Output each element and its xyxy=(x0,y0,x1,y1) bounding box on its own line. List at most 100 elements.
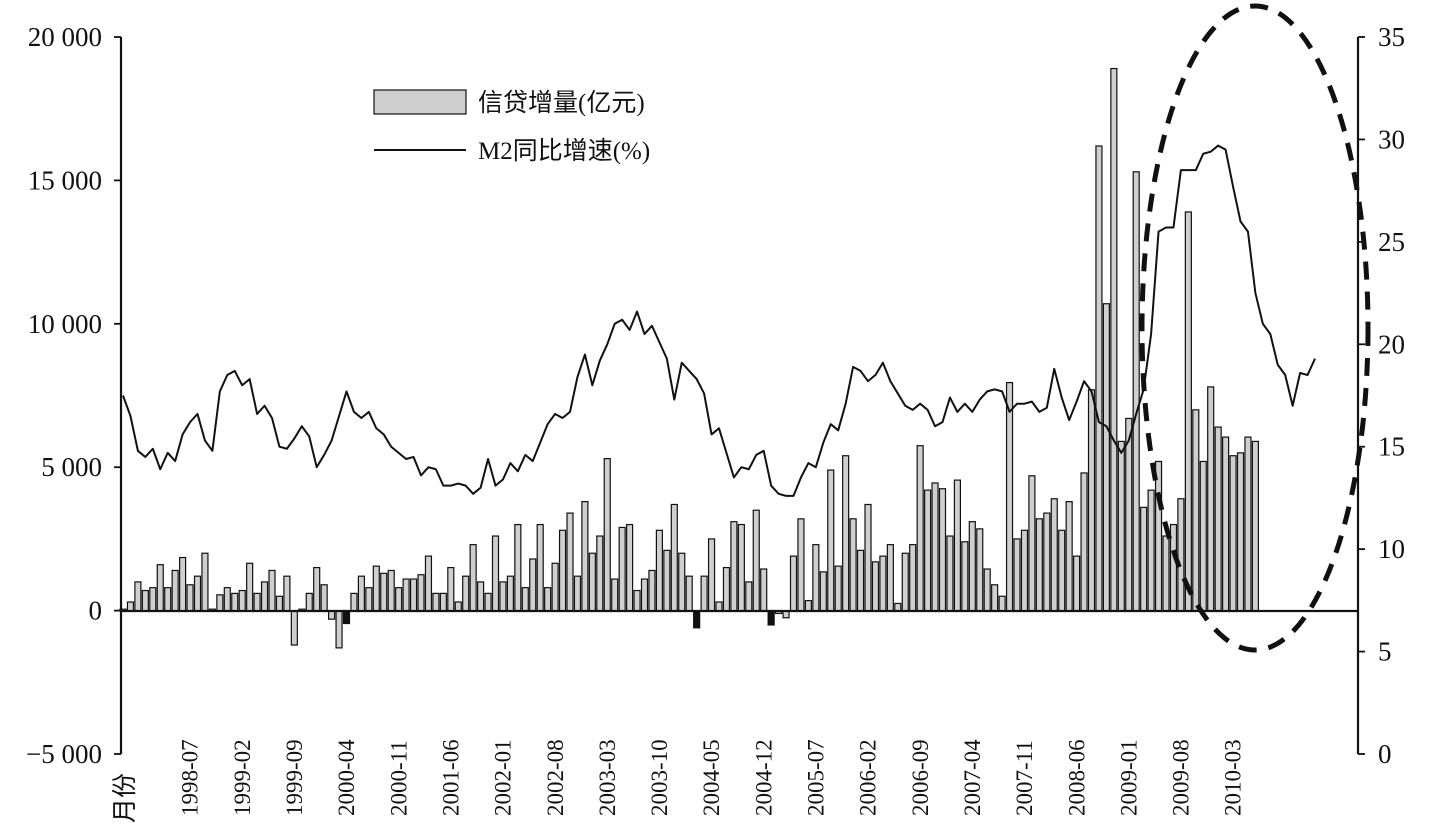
credit-bar xyxy=(588,552,596,612)
x-tick-group: 2000-11 xyxy=(386,740,411,816)
credit-bar xyxy=(968,521,976,612)
credit-bar xyxy=(290,609,298,646)
right-tick-label: 30 xyxy=(1378,124,1405,154)
credit-bar xyxy=(491,535,500,612)
left-y-ticks: 20 000 15 000 10 000 5 000 0 −5 000 xyxy=(26,22,121,769)
credit-bar xyxy=(1095,145,1103,612)
credit-bar xyxy=(804,599,813,612)
credit-bar xyxy=(439,592,447,612)
credit-bar xyxy=(1065,501,1073,612)
right-tick-label: 20 xyxy=(1378,329,1405,359)
credit-bar xyxy=(484,592,492,612)
x-tick-group: 2002-08 xyxy=(543,739,568,816)
credit-bar xyxy=(842,455,850,612)
credit-bar xyxy=(275,595,284,612)
credit-bar xyxy=(164,587,172,612)
credit-bar xyxy=(1140,506,1148,612)
credit-bar xyxy=(640,578,649,612)
x-axis-title: 月份 xyxy=(111,773,139,823)
x-tick-label: 2009-08 xyxy=(1169,739,1194,816)
credit-bar xyxy=(603,458,611,612)
right-y-ticks: 35 30 25 20 15 10 5 0 xyxy=(1358,22,1405,769)
credit-bar xyxy=(1177,498,1185,612)
x-tick-label: 2008-06 xyxy=(1064,739,1089,816)
credit-bar xyxy=(946,535,954,612)
credit-bar xyxy=(1184,211,1192,612)
credit-bar xyxy=(849,518,857,612)
x-tick-group: 1999-02 xyxy=(230,739,255,816)
x-tick-group: 2008-06 xyxy=(1064,739,1089,816)
credit-bar xyxy=(916,445,924,612)
x-tick-label: 2000-04 xyxy=(334,739,359,816)
credit-bar xyxy=(342,609,351,625)
left-tick-label: 10 000 xyxy=(28,309,102,339)
credit-bar xyxy=(514,523,522,612)
credit-bar xyxy=(1251,440,1260,612)
x-tick-group: 1999-09 xyxy=(282,739,307,816)
credit-bar xyxy=(625,523,634,612)
credit-bar xyxy=(402,578,410,612)
credit-bar xyxy=(126,601,135,612)
credit-bar xyxy=(268,569,276,612)
credit-bar xyxy=(506,575,514,612)
credit-bar xyxy=(1102,303,1111,612)
left-tick-label: 15 000 xyxy=(28,165,102,195)
credit-bar xyxy=(1192,409,1200,612)
left-tick-label: 0 xyxy=(89,596,103,626)
credit-bar xyxy=(1080,472,1088,612)
credit-bar xyxy=(469,544,477,612)
x-tick-group: 2006-02 xyxy=(856,739,881,816)
credit-bar xyxy=(1035,518,1043,612)
credit-bar xyxy=(894,602,902,612)
x-tick-label: 2002-08 xyxy=(543,739,568,816)
x-tick-group: 2006-09 xyxy=(908,739,933,816)
x-tick-group: 2007-04 xyxy=(960,739,985,816)
credit-bar xyxy=(722,566,731,612)
credit-bar xyxy=(856,549,865,612)
x-tick-label: 2002-01 xyxy=(491,739,516,816)
credit-bar xyxy=(633,589,641,612)
right-tick-label: 15 xyxy=(1378,432,1405,462)
x-tick-group: 2001-06 xyxy=(438,739,463,816)
right-tick-label: 10 xyxy=(1378,534,1405,564)
x-tick-group: 2002-01 xyxy=(491,739,516,816)
credit-bar xyxy=(864,503,872,612)
left-tick-label: 20 000 xyxy=(28,22,102,52)
credit-bar xyxy=(611,578,619,612)
credit-bar xyxy=(693,609,701,629)
credit-bar xyxy=(447,566,455,612)
credit-bar xyxy=(901,552,909,612)
credit-bar xyxy=(819,571,827,612)
credit-bar xyxy=(745,581,753,612)
credit-bar xyxy=(231,592,239,612)
x-tick-label: 2007-11 xyxy=(1012,740,1037,816)
legend-line-label: M2同比增速(%) xyxy=(478,137,650,165)
x-tick-label: 2000-11 xyxy=(386,740,411,816)
credit-bar xyxy=(521,587,529,612)
credit-bar xyxy=(998,595,1006,612)
credit-bar xyxy=(1058,529,1066,612)
right-tick-label: 25 xyxy=(1378,227,1405,257)
credit-bar xyxy=(1072,555,1081,612)
credit-bar xyxy=(424,555,433,612)
credit-bar xyxy=(871,561,880,612)
credit-bar xyxy=(961,541,969,612)
x-tick-group: 2000-04 xyxy=(334,739,359,816)
credit-bar xyxy=(655,529,664,612)
x-tick-group: 2004-12 xyxy=(751,739,776,816)
credit-bar xyxy=(1005,381,1014,612)
credit-bar xyxy=(186,584,194,612)
x-tick-label: 1998-07 xyxy=(178,739,203,816)
left-tick-label: −5 000 xyxy=(26,739,102,769)
x-tick-label: 2007-04 xyxy=(960,739,985,816)
credit-bar xyxy=(1199,460,1207,612)
credit-bar xyxy=(141,589,149,612)
credit-bar xyxy=(1162,535,1170,612)
credit-bar xyxy=(581,501,589,612)
credit-bar xyxy=(387,569,395,612)
credit-bar xyxy=(983,568,991,612)
credit-bar xyxy=(156,564,164,612)
right-tick-label: 5 xyxy=(1378,637,1392,667)
credit-bar xyxy=(193,575,202,612)
